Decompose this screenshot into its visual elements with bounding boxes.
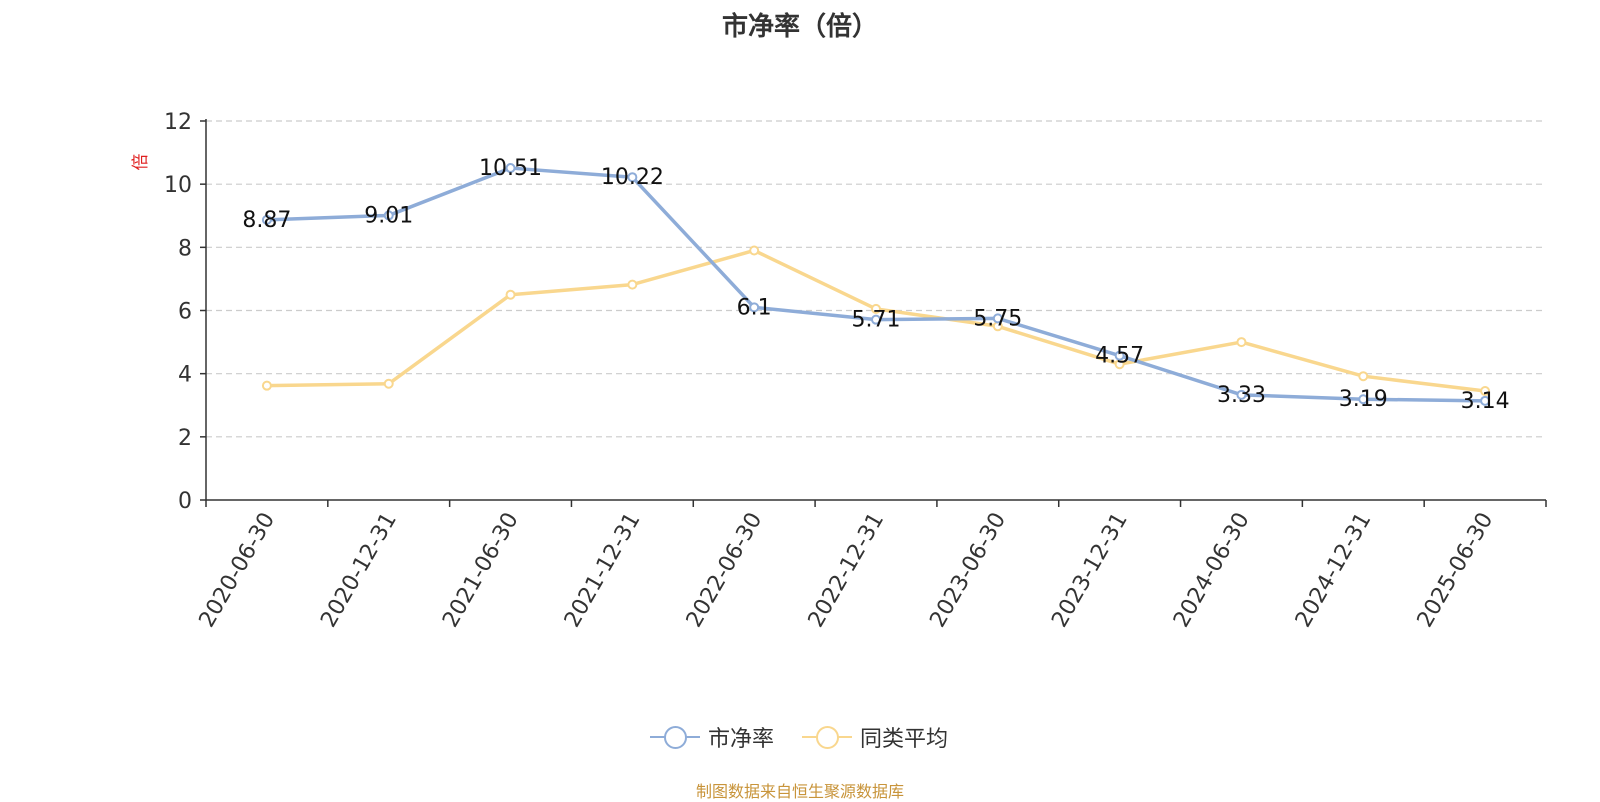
series-point-0 <box>992 313 1003 324</box>
x-tick-label: 2020-06-30 <box>195 509 281 632</box>
x-tick-label: 2022-06-30 <box>682 509 768 632</box>
legend-item-pb[interactable]: 市净率 <box>650 722 774 752</box>
y-tick-label: 12 <box>164 110 192 135</box>
series-point-0 <box>749 302 760 313</box>
x-tick-label: 2024-06-30 <box>1169 509 1255 632</box>
x-tick-label: 2021-12-31 <box>560 509 646 632</box>
series-point-0 <box>383 210 394 221</box>
data-label: 3.14 <box>1461 389 1510 414</box>
series-point-0 <box>1114 350 1125 361</box>
series-point-1 <box>1236 337 1247 348</box>
legend-symbol-peer-average-icon <box>802 724 852 750</box>
axes: 0 2 4 6 8 10 12 倍 2020-06-30 2020-12-31 2021-06-30… <box>131 110 1547 632</box>
y-tick-label: 6 <box>178 300 192 325</box>
series-point-1 <box>1358 371 1369 382</box>
series-point-1 <box>871 303 881 314</box>
chart-title: 市净率（倍） <box>721 12 878 42</box>
series-point-0 <box>1480 395 1491 406</box>
x-tick-label: 2021-06-30 <box>438 509 524 632</box>
x-tick-label: 2020-12-31 <box>316 509 402 632</box>
series-point-1 <box>749 245 760 256</box>
data-label: 3.33 <box>1217 383 1266 408</box>
y-tick-label: 8 <box>178 236 192 261</box>
x-tick-label: 2024-12-31 <box>1291 509 1377 632</box>
data-label: 5.75 <box>973 306 1022 331</box>
series-point-1 <box>1480 386 1491 397</box>
series-point-1 <box>383 378 394 389</box>
data-label: 6.1 <box>737 295 772 320</box>
grid-lines <box>206 120 1546 438</box>
series-point-0 <box>505 163 516 174</box>
x-tick-label: 2025-06-30 <box>1413 509 1499 632</box>
legend-item-peer-average[interactable]: 同类平均 <box>802 722 948 752</box>
data-label: 4.57 <box>1095 344 1144 369</box>
x-tick-label: 2023-12-31 <box>1047 509 1133 632</box>
series-point-1 <box>505 289 516 300</box>
data-label: 10.22 <box>601 165 664 190</box>
y-tick-label: 4 <box>178 363 192 388</box>
series-point-0 <box>261 214 272 225</box>
y-tick-label: 2 <box>178 426 192 451</box>
data-label: 9.01 <box>364 203 413 228</box>
x-tick-label: 2023-06-30 <box>925 509 1011 632</box>
data-label: 8.87 <box>242 208 291 233</box>
y-tick-label: 0 <box>178 489 192 514</box>
data-label: 10.51 <box>479 156 542 181</box>
x-tick-label: 2022-12-31 <box>804 509 890 632</box>
y-tick-label: 10 <box>164 173 192 198</box>
y-axis-label: 倍 <box>131 154 151 171</box>
legend-label-pb: 市净率 <box>708 727 775 752</box>
series-point-0 <box>871 314 881 325</box>
series-line-0 <box>266 166 1486 403</box>
legend-symbol-pb-icon <box>650 724 700 750</box>
series-point-0 <box>627 172 638 183</box>
source-note: 制图数据来自恒生聚源数据库 <box>695 782 904 801</box>
series <box>261 163 1491 406</box>
series-point-1 <box>261 380 272 391</box>
series-point-1 <box>627 279 638 290</box>
data-label: 3.19 <box>1339 387 1388 412</box>
series-point-0 <box>1236 389 1247 400</box>
data-label: 5.71 <box>852 308 901 333</box>
series-point-0 <box>1358 394 1369 405</box>
legend-label-peer-average: 同类平均 <box>860 727 949 752</box>
data-labels: 8.87 9.01 10.51 10.22 6.1 5.71 5.75 4.57 3.33 3.1… <box>242 156 1509 414</box>
